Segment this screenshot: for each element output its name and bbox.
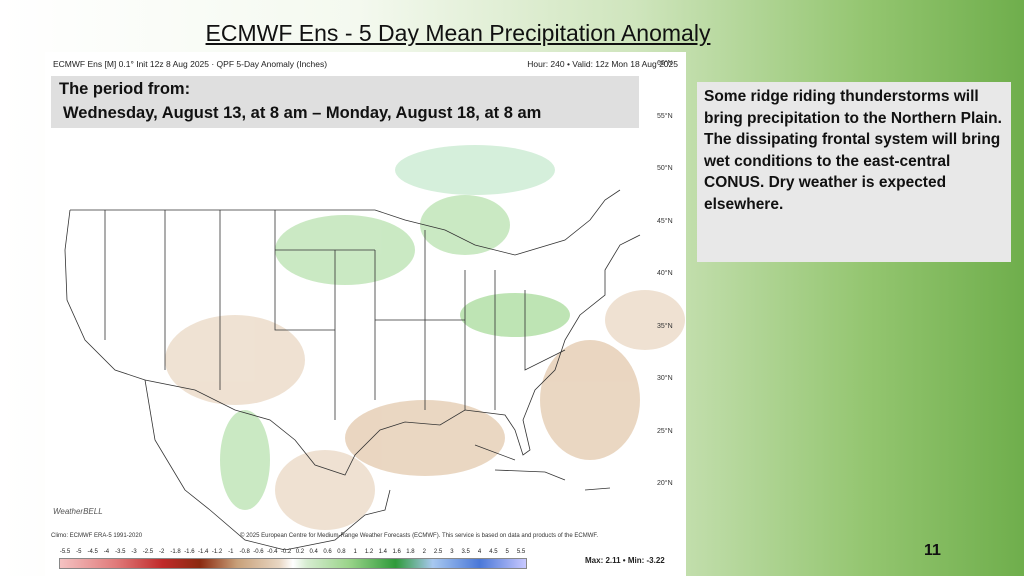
colorbar <box>59 558 527 569</box>
latitude-label: 30°N <box>657 375 673 382</box>
latitude-label: 40°N <box>657 270 673 277</box>
colorbar-label: 0.8 <box>337 549 346 555</box>
colorbar-label: -4 <box>103 549 110 555</box>
colorbar-label: 2 <box>422 549 426 555</box>
latitude-label: 25°N <box>657 427 673 435</box>
colorbar-label: 0.2 <box>295 549 305 555</box>
latitude-label: 50°N <box>657 165 673 172</box>
map-header-right: Hour: 240 • Valid: 12z Mon 18 Aug 2025 <box>527 59 678 69</box>
colorbar-label: -0.6 <box>253 549 264 555</box>
colorbar-label: -2.5 <box>142 549 154 555</box>
colorbar-label: -1.6 <box>184 549 195 555</box>
slide-title: ECMWF Ens - 5 Day Mean Precipitation Ano… <box>205 20 711 46</box>
colorbar-label: -5.5 <box>59 549 71 555</box>
colorbar-label: -4.5 <box>87 549 98 555</box>
colorbar-label: 5.5 <box>516 549 526 555</box>
boundaries <box>64 189 641 550</box>
colorbar-label: 2.5 <box>433 549 443 555</box>
map-header-left: ECMWF Ens [M] 0.1° Init 12z 8 Aug 2025 ·… <box>53 59 328 69</box>
colorbar-label: -1 <box>228 549 234 555</box>
latitude-label: 60°N <box>657 60 673 67</box>
max-min: Max: 2.11 • Min: -3.22 <box>585 556 665 565</box>
colorbar-label: 0.4 <box>309 549 318 555</box>
period-dates: Wednesday, August 13, at 8 am – Monday, … <box>63 104 542 122</box>
colorbar-label: 1 <box>353 549 357 555</box>
latitude-label: 35°N <box>657 322 673 330</box>
map-drawing <box>64 145 685 550</box>
page-number: 11 <box>924 542 941 559</box>
colorbar-label: 1.8 <box>406 549 415 555</box>
copyright: © 2025 European Centre for Medium-Range … <box>240 533 599 539</box>
colorbar-label: 5 <box>505 549 509 555</box>
period-label: The period from: <box>59 80 191 98</box>
colorbar-label: -3.5 <box>115 549 126 555</box>
colorbar-label: 1.6 <box>392 549 401 555</box>
period-box: The period from: Wednesday, August 13, a… <box>51 76 639 128</box>
colorbar-label: 1.2 <box>364 549 374 555</box>
colorbar-label: -5 <box>76 549 82 555</box>
colorbar-label: 4.5 <box>489 549 498 555</box>
colorbar-label: 0.6 <box>323 549 332 555</box>
colorbar-label: -2 <box>159 549 165 555</box>
latitude-label: 20°N <box>657 480 673 487</box>
latitude-label: 55°N <box>657 112 673 120</box>
colorbar-label: -0.8 <box>239 549 250 555</box>
climo: Climo: ECMWF ERA-5 1991-2020 <box>51 533 143 539</box>
anomaly-shading <box>165 145 685 530</box>
colorbar-label: 3.5 <box>461 549 470 555</box>
colorbar-label: -1.8 <box>170 549 181 555</box>
colorbar-label: -0.4 <box>267 549 278 555</box>
summary-box: Some ridge riding thunderstorms will bri… <box>697 82 1011 262</box>
colorbar-label: -1.4 <box>198 549 209 555</box>
latitude-label: 45°N <box>657 217 673 225</box>
colorbar-label: 3 <box>450 549 454 555</box>
logo: WeatherBELL <box>53 507 103 516</box>
colorbar-label: 4 <box>477 549 482 555</box>
forecast-map: ECMWF Ens [M] 0.1° Init 12z 8 Aug 2025 ·… <box>45 52 686 576</box>
colorbar-label: -3 <box>131 549 137 555</box>
colorbar-label: -1.2 <box>211 549 223 555</box>
colorbar-label: 1.4 <box>378 549 387 555</box>
colorbar-label: -0.2 <box>280 549 292 555</box>
